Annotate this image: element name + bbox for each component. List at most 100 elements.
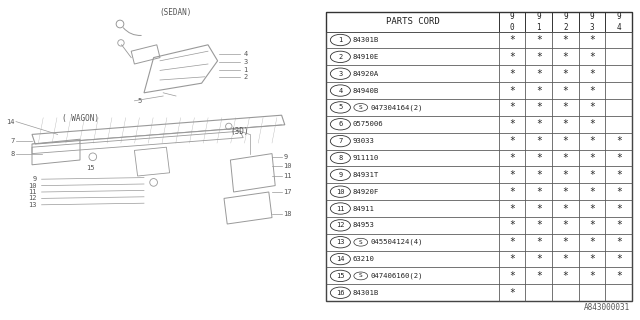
Text: *: *	[509, 170, 515, 180]
Bar	[499, 116, 525, 133]
Text: *: *	[616, 204, 621, 213]
Text: 11: 11	[283, 173, 292, 179]
Text: *: *	[509, 119, 515, 129]
Text: 1: 1	[339, 37, 342, 43]
Bar	[605, 65, 632, 82]
Bar	[552, 65, 579, 82]
Text: 84920F: 84920F	[353, 189, 379, 195]
Bar	[552, 32, 579, 48]
Text: 9
3: 9 3	[589, 12, 595, 32]
Bar	[605, 149, 632, 166]
Text: 6: 6	[339, 121, 342, 127]
Bar	[499, 217, 525, 234]
Text: *: *	[509, 52, 515, 62]
Bar	[525, 133, 552, 149]
Text: *: *	[563, 254, 568, 264]
Bar	[579, 149, 605, 166]
Text: 13: 13	[28, 202, 36, 208]
Text: 9: 9	[33, 176, 36, 182]
Text: *: *	[589, 271, 595, 281]
Bar	[552, 99, 579, 116]
Text: *: *	[589, 220, 595, 230]
Text: 3: 3	[243, 60, 248, 65]
Text: *: *	[616, 237, 621, 247]
Text: A843000031: A843000031	[584, 303, 630, 312]
Text: *: *	[509, 237, 515, 247]
Text: *: *	[589, 35, 595, 45]
Text: *: *	[589, 170, 595, 180]
Text: 7: 7	[339, 138, 342, 144]
Bar	[579, 133, 605, 149]
Bar	[525, 217, 552, 234]
Text: *: *	[536, 153, 541, 163]
Text: 15: 15	[86, 165, 95, 171]
Text: *: *	[509, 220, 515, 230]
Bar	[525, 284, 552, 301]
Text: 10: 10	[336, 189, 344, 195]
Bar	[499, 200, 525, 217]
Bar	[579, 65, 605, 82]
Text: *: *	[563, 52, 568, 62]
Text: *: *	[509, 35, 515, 45]
Text: *: *	[616, 271, 621, 281]
Bar	[326, 149, 499, 166]
Bar	[579, 217, 605, 234]
Bar	[499, 82, 525, 99]
Text: 14: 14	[6, 119, 15, 124]
Text: *: *	[536, 254, 541, 264]
Text: *: *	[563, 69, 568, 79]
Text: *: *	[563, 102, 568, 112]
Bar	[326, 82, 499, 99]
Text: *: *	[589, 254, 595, 264]
Text: *: *	[589, 204, 595, 213]
Bar	[552, 133, 579, 149]
Bar	[552, 284, 579, 301]
Text: 911110: 911110	[353, 155, 379, 161]
Text: 10: 10	[283, 164, 292, 169]
Bar	[605, 284, 632, 301]
Bar	[579, 48, 605, 65]
Bar	[605, 99, 632, 116]
Text: 4: 4	[243, 52, 248, 57]
Bar	[552, 12, 579, 32]
Bar	[605, 200, 632, 217]
Text: *: *	[509, 271, 515, 281]
Text: 2: 2	[243, 74, 248, 80]
Bar	[326, 251, 499, 268]
Bar	[326, 284, 499, 301]
Text: *: *	[589, 153, 595, 163]
Bar	[499, 234, 525, 251]
Text: *: *	[509, 85, 515, 96]
Bar	[525, 65, 552, 82]
Bar	[326, 65, 499, 82]
Text: *: *	[563, 119, 568, 129]
Bar	[552, 217, 579, 234]
Bar	[552, 234, 579, 251]
Bar	[605, 133, 632, 149]
Text: 84301B: 84301B	[353, 290, 379, 296]
Text: *: *	[509, 204, 515, 213]
Bar	[326, 12, 499, 32]
Bar	[579, 99, 605, 116]
Text: *: *	[563, 153, 568, 163]
Text: 84940B: 84940B	[353, 88, 379, 93]
Text: *: *	[563, 35, 568, 45]
Text: 9: 9	[339, 172, 342, 178]
Text: *: *	[536, 220, 541, 230]
Bar	[579, 116, 605, 133]
Text: *: *	[589, 237, 595, 247]
Bar	[605, 166, 632, 183]
Text: *: *	[536, 204, 541, 213]
Text: 16: 16	[336, 290, 344, 296]
Bar	[525, 99, 552, 116]
Bar	[499, 149, 525, 166]
Text: *: *	[509, 136, 515, 146]
Text: *: *	[616, 170, 621, 180]
Text: *: *	[509, 102, 515, 112]
Bar	[579, 166, 605, 183]
Text: *: *	[536, 52, 541, 62]
Bar	[579, 183, 605, 200]
Bar	[326, 183, 499, 200]
Bar	[499, 32, 525, 48]
Text: *: *	[536, 170, 541, 180]
